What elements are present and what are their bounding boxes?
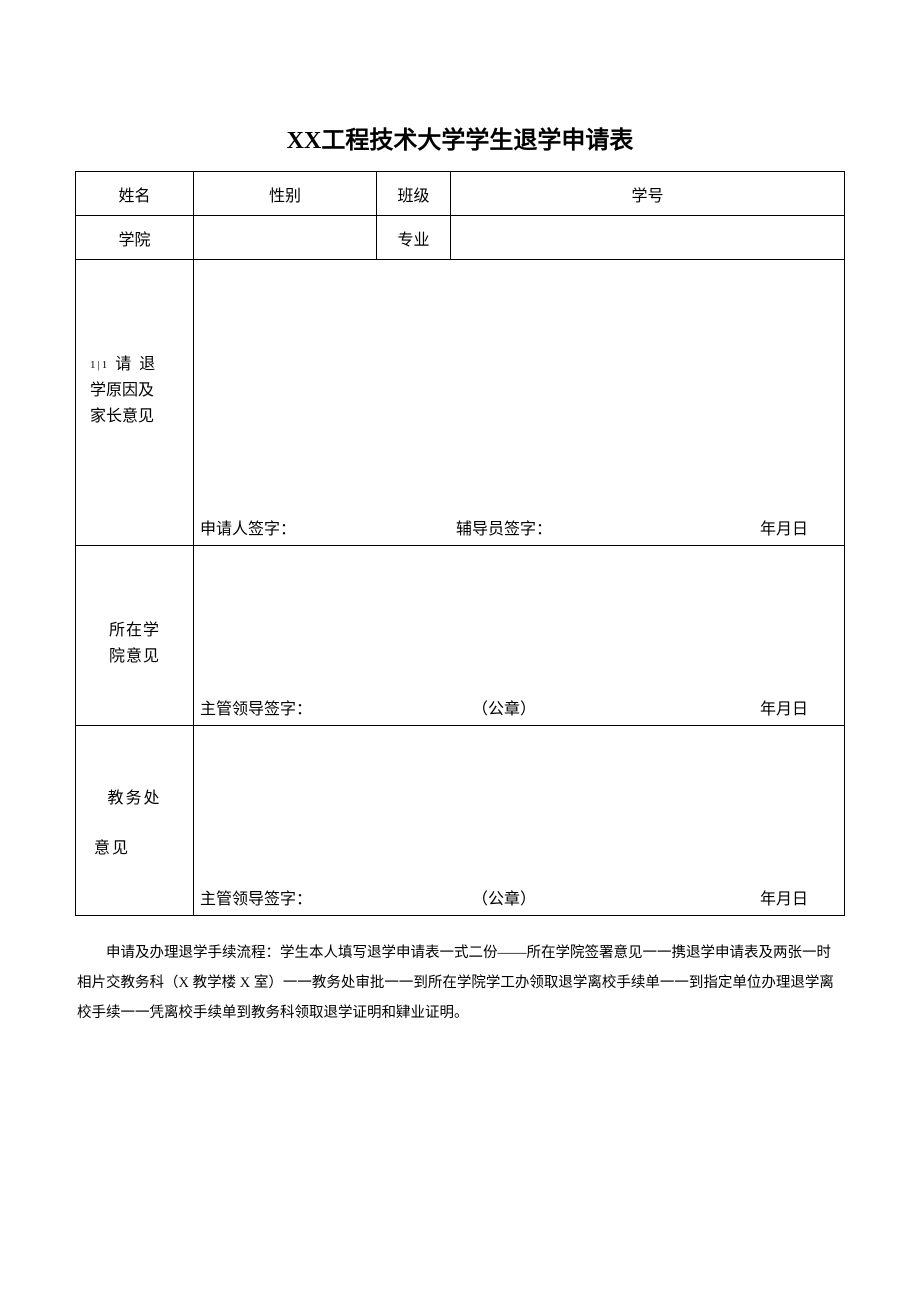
reason-sup: 1|1: [90, 359, 109, 371]
value-college: [194, 216, 377, 260]
sig-applicant: 申请人签字：: [200, 515, 403, 539]
college-signature-row: 主管领导签字： （公章） 年月日: [200, 695, 838, 719]
content-academic-opinion: 主管领导签字： （公章） 年月日: [194, 726, 845, 916]
reason-signature-row: 申请人签字： 辅导员签字： 年月日: [200, 515, 838, 539]
row-college-opinion: 所在学 院意见 主管领导签字： （公章） 年月日: [76, 546, 845, 726]
label-name: 姓名: [76, 172, 194, 216]
reason-line2: 学原因及: [90, 378, 179, 404]
sig-date-reason: 年月日: [605, 515, 838, 539]
row-basic-2: 学院 专业: [76, 216, 845, 260]
title-rest: 工程技术大学学生退学申请表: [321, 127, 633, 154]
sig-leader-1: 主管领导签字：: [200, 695, 403, 719]
row-reason: 1|1 请 退 学原因及 家长意见 申请人签字： 辅导员签字： 年月日: [76, 260, 845, 546]
reason-line1: 请 退: [109, 356, 157, 373]
college-opinion-label-text: 所在学 院意见: [76, 618, 193, 670]
row-basic-1: 姓名 性别 班级 学号: [76, 172, 845, 216]
withdrawal-form-table: 姓名 性别 班级 学号 学院 专业 1|1 请 退 学原因及 家长意见 申请人签…: [75, 171, 845, 916]
seal-1: （公章）: [403, 695, 606, 719]
label-college: 学院: [76, 216, 194, 260]
page-title: XX工程技术大学学生退学申请表: [75, 120, 845, 155]
content-reason: 申请人签字： 辅导员签字： 年月日: [194, 260, 845, 546]
college-op-line2: 院意见: [94, 644, 175, 670]
acad-op-line2: 意见: [76, 834, 193, 858]
label-academic-opinion: 教务处 意见: [76, 726, 194, 916]
sig-leader-2: 主管领导签字：: [200, 885, 403, 909]
sig-date-2: 年月日: [605, 885, 838, 909]
reason-label-text: 1|1 请 退 学原因及 家长意见: [76, 352, 193, 430]
label-student-id: 学号: [451, 172, 845, 216]
value-major: [451, 216, 845, 260]
row-academic-opinion: 教务处 意见 主管领导签字： （公章） 年月日: [76, 726, 845, 916]
label-class: 班级: [377, 172, 451, 216]
academic-signature-row: 主管领导签字： （公章） 年月日: [200, 885, 838, 909]
label-reason: 1|1 请 退 学原因及 家长意见: [76, 260, 194, 546]
sig-counselor: 辅导员签字：: [403, 515, 606, 539]
acad-op-line1: 教务处: [76, 784, 193, 808]
reason-line3: 家长意见: [90, 404, 179, 430]
title-prefix: XX: [287, 128, 322, 154]
label-college-opinion: 所在学 院意见: [76, 546, 194, 726]
content-college-opinion: 主管领导签字： （公章） 年月日: [194, 546, 845, 726]
college-op-line1: 所在学: [94, 618, 175, 644]
sig-date-1: 年月日: [605, 695, 838, 719]
label-major: 专业: [377, 216, 451, 260]
process-note: 申请及办理退学手续流程：学生本人填写退学申请表一式二份——所在学院签署意见一一携…: [75, 938, 845, 1028]
seal-2: （公章）: [403, 885, 606, 909]
label-gender: 性别: [194, 172, 377, 216]
